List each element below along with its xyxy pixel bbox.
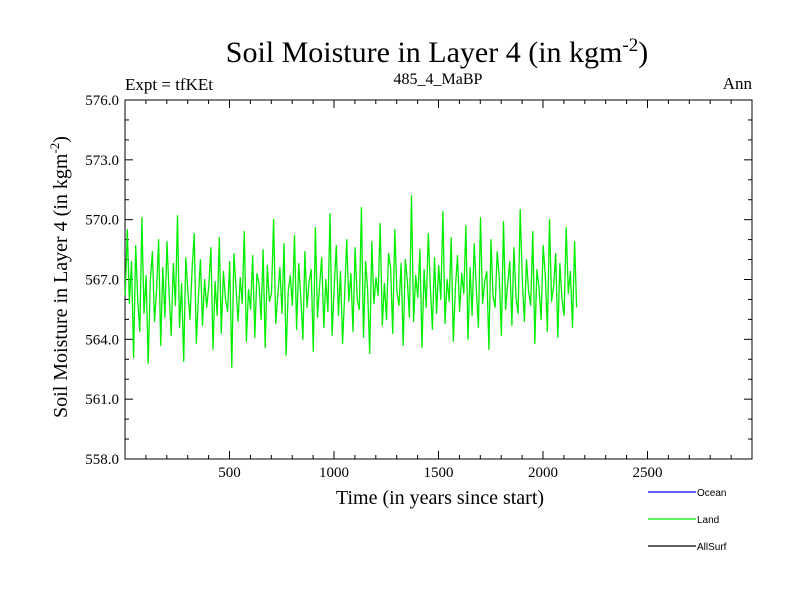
y-tick-label: 570.0 (85, 213, 119, 229)
legend-label-ocean: Ocean (697, 488, 726, 499)
legend-label-allsurf: AllSurf (697, 542, 727, 553)
y-axis-label: Soil Moisture in Layer 4 (in kgm-2) (47, 136, 72, 418)
chart-title: Soil Moisture in Layer 4 (in kgm-2) (226, 35, 648, 69)
x-tick-label: 500 (218, 465, 241, 481)
y-tick-label: 567.0 (85, 273, 119, 289)
y-tick-label: 561.0 (85, 392, 119, 408)
legend: Ocean Land AllSurf (648, 488, 727, 553)
x-tick-label: 1500 (424, 465, 454, 481)
series-line-land (124, 195, 578, 368)
legend-label-land: Land (697, 515, 719, 526)
x-axis-label: Time (in years since start) (336, 487, 544, 509)
y-tick-label: 564.0 (85, 332, 119, 348)
season-label: Ann (723, 74, 753, 93)
y-tick-label: 576.0 (85, 93, 119, 109)
x-tick-label: 2500 (633, 465, 663, 481)
x-tick-label: 1000 (319, 465, 349, 481)
y-tick-label: 573.0 (85, 153, 119, 169)
plot-area: 500 1000 1500 2000 2500 558.0 561.0 564.0 567.0 5… (85, 93, 753, 481)
x-tick-label: 2000 (528, 465, 558, 481)
y-tick-label: 558.0 (85, 452, 119, 468)
period-label: 485_4_MaBP (394, 71, 483, 88)
experiment-label: Expt = tfKEt (125, 75, 213, 94)
